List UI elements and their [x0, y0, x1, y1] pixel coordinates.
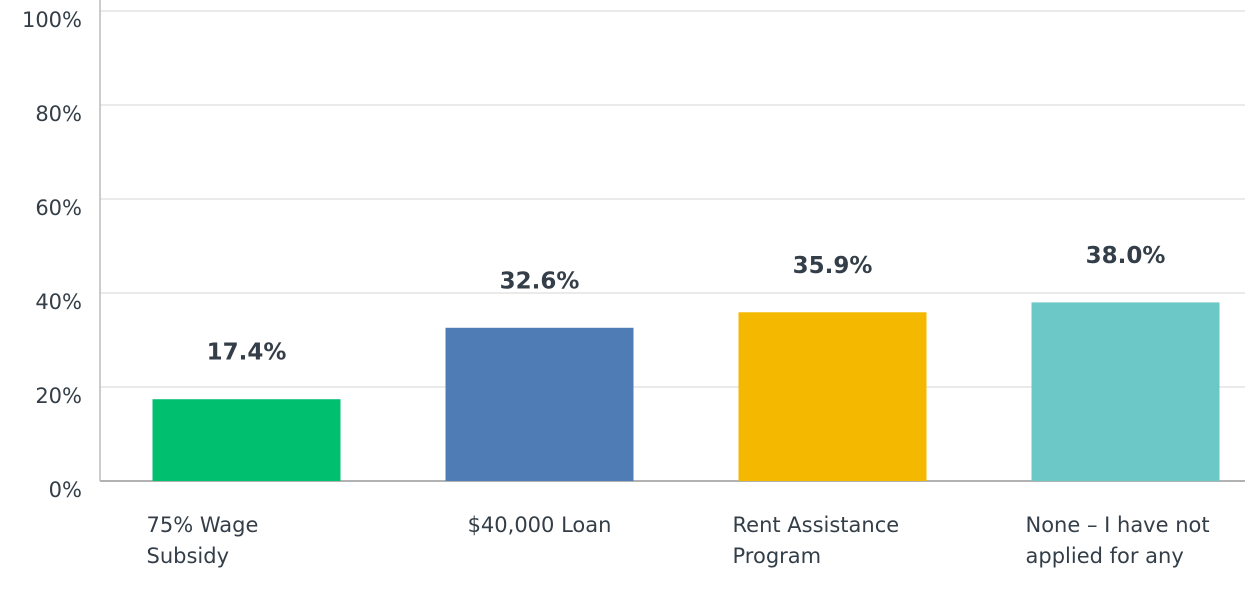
category-text: None – I have not applied for any [1025, 513, 1210, 568]
bar [445, 327, 634, 481]
value-label: 35.9% [793, 253, 873, 279]
y-tick-label: 60% [35, 196, 82, 220]
y-tick-label: 100% [22, 8, 82, 32]
category-text: Rent Assistance Program [732, 513, 900, 568]
y-tick-label: 20% [35, 384, 82, 408]
x-tick-label: None – I have not applied for any [1001, 510, 1245, 572]
category-text: $40,000 Loan [467, 513, 612, 537]
category-text: 75% Wage Subsidy [146, 513, 259, 568]
bar [738, 312, 927, 481]
x-tick-label: 75% Wage Subsidy [122, 510, 372, 572]
x-tick-label: $40,000 Loan [415, 510, 665, 541]
value-label: 17.4% [207, 340, 287, 366]
y-tick-label: 80% [35, 102, 82, 126]
value-label: 38.0% [1086, 243, 1166, 269]
y-tick-label: 40% [35, 290, 82, 314]
bar [152, 399, 341, 481]
value-label: 32.6% [500, 268, 580, 294]
y-tick-label: 0% [49, 478, 82, 502]
bar [1031, 302, 1220, 481]
x-tick-label: Rent Assistance Program [708, 510, 958, 572]
